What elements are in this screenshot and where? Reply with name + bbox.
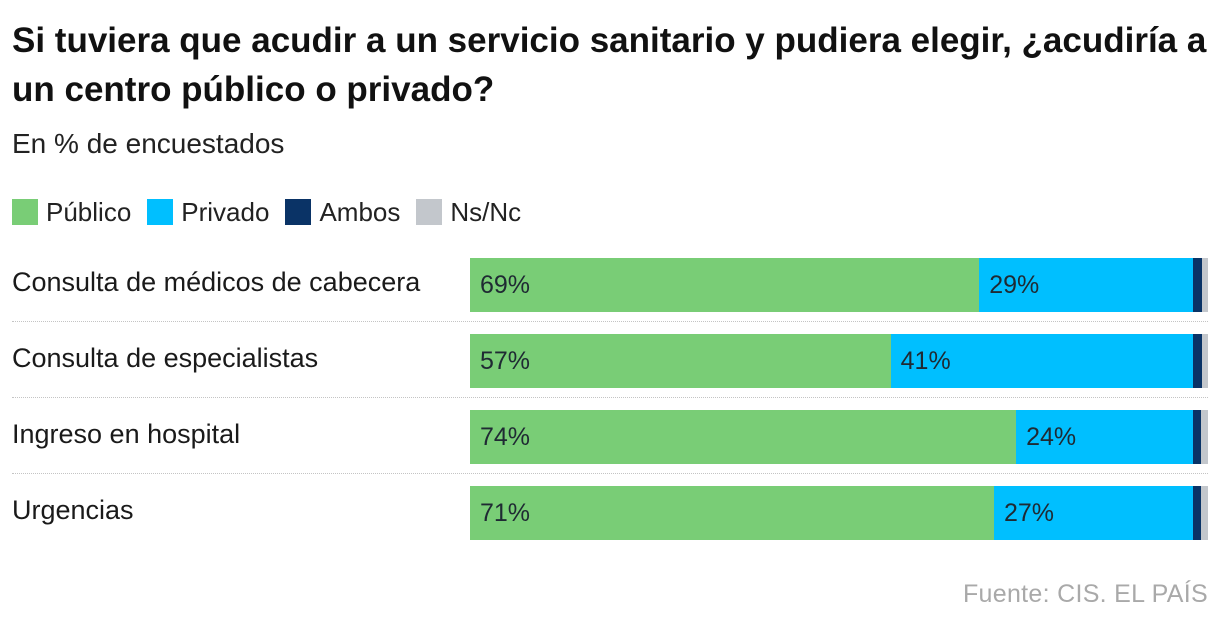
bar-row: Consulta de especialistas 57% 41% xyxy=(0,322,1220,398)
category-label: Ingreso en hospital xyxy=(12,419,241,449)
row-divider xyxy=(12,397,1208,398)
legend-item-ns-nc: Ns/Nc xyxy=(416,196,521,228)
category-label: Consulta de médicos de cabecera xyxy=(12,267,421,297)
legend-swatch-ns-nc xyxy=(416,199,443,225)
bar-segment-ns-nc xyxy=(1200,410,1208,464)
data-label: 27% xyxy=(1003,499,1055,527)
bar-segment-publico: 74% xyxy=(470,410,1017,464)
category-label: Urgencias xyxy=(12,495,134,525)
legend-label: Ns/Nc xyxy=(450,197,522,227)
data-label: 24% xyxy=(1026,423,1077,451)
data-label: 41% xyxy=(900,347,951,375)
stacked-bar: 57% 41% xyxy=(470,334,1208,388)
bar-segment-privado: 41% xyxy=(890,334,1194,388)
bar-segment-ambos xyxy=(1193,258,1203,312)
row-divider xyxy=(12,473,1208,474)
bar-segment-privado: 27% xyxy=(993,486,1194,540)
legend-swatch-ambos xyxy=(285,199,312,225)
bar-row: Ingreso en hospital 74% 24% xyxy=(0,398,1220,474)
legend-item-publico: Público xyxy=(12,196,131,228)
bar-segment-publico: 57% xyxy=(470,334,891,388)
category-label: Consulta de especialistas xyxy=(12,343,319,373)
chart-subtitle: En % de encuestados xyxy=(12,128,285,159)
bar-segment-ns-nc xyxy=(1200,486,1208,540)
chart-title: Si tuviera que acudir a un servicio sani… xyxy=(12,21,1207,109)
source-note: Fuente: CIS. EL PAÍS xyxy=(962,580,1208,608)
bar-segment-ambos xyxy=(1193,486,1201,540)
legend-swatch-privado xyxy=(147,199,174,225)
bar-segment-privado: 24% xyxy=(1016,410,1194,464)
legend-label: Ambos xyxy=(319,197,401,227)
data-label: 57% xyxy=(480,347,531,375)
bar-segment-publico: 69% xyxy=(470,258,980,312)
legend-swatch-publico xyxy=(12,199,38,225)
row-divider xyxy=(12,321,1208,322)
legend-item-privado: Privado xyxy=(147,196,269,228)
stacked-bar: 71% 27% xyxy=(470,486,1208,540)
bar-row: Consulta de médicos de cabecera 69% 29% xyxy=(0,246,1220,322)
data-label: 69% xyxy=(480,271,531,299)
legend-label: Público xyxy=(46,197,132,227)
bar-segment-publico: 71% xyxy=(470,486,994,540)
bar-row: Urgencias 71% 27% xyxy=(0,474,1220,550)
legend: Público Privado Ambos Ns/Nc xyxy=(12,196,537,228)
bar-segment-ambos xyxy=(1193,410,1201,464)
legend-item-ambos: Ambos xyxy=(285,196,400,228)
data-label: 74% xyxy=(480,423,531,451)
stacked-bar: 69% 29% xyxy=(470,258,1208,312)
data-label: 29% xyxy=(989,271,1040,299)
bar-segment-ns-nc xyxy=(1202,334,1208,388)
bar-segment-ns-nc xyxy=(1202,258,1208,312)
stacked-bar: 74% 24% xyxy=(470,410,1208,464)
bar-segment-privado: 29% xyxy=(979,258,1194,312)
data-label: 71% xyxy=(480,499,531,527)
bar-segment-ambos xyxy=(1193,334,1203,388)
legend-label: Privado xyxy=(181,197,270,227)
